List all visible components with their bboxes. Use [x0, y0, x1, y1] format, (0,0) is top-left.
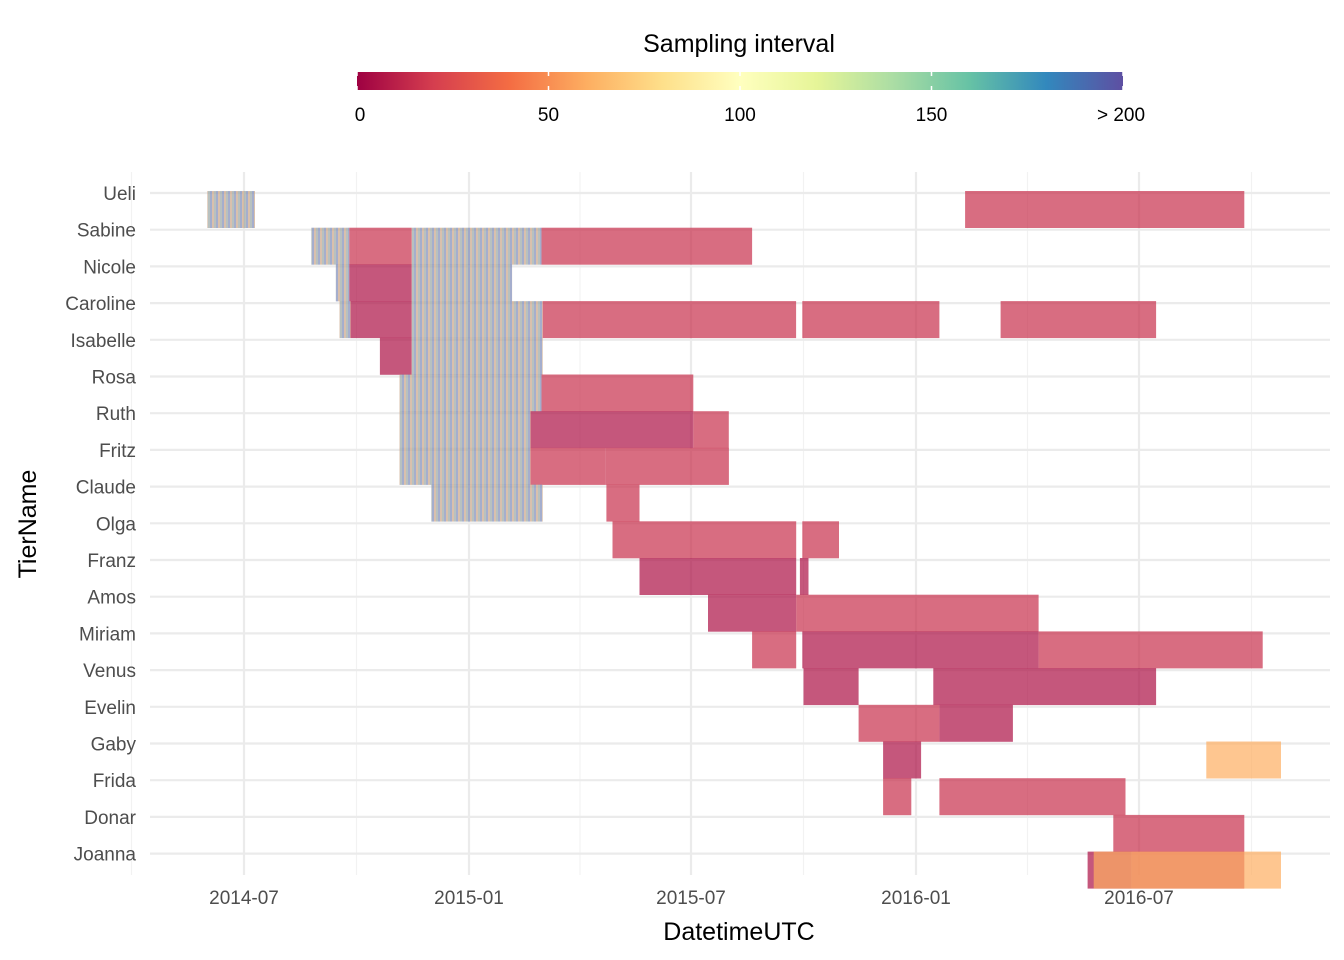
bar-claude — [431, 484, 543, 522]
bar-ruth — [399, 411, 531, 449]
bar-sabine — [541, 227, 753, 265]
y-tick-label: Fritz — [99, 441, 136, 462]
bar-evelin — [858, 704, 940, 742]
bar-amos — [796, 594, 1039, 632]
bar-gaby — [883, 741, 922, 779]
bar-caroline — [802, 301, 940, 339]
y-tick-label: Caroline — [65, 294, 136, 315]
y-tick-label: Rosa — [92, 368, 137, 389]
y-tick-label: Sabine — [77, 221, 136, 242]
bar-caroline — [1000, 301, 1157, 339]
bar-sabine — [349, 227, 412, 265]
y-tick-label: Donar — [84, 808, 136, 829]
bar-miriam — [802, 631, 1039, 669]
bar-ruth — [530, 411, 694, 449]
bar-claude — [606, 484, 640, 522]
bar-olga — [612, 521, 797, 559]
y-axis-title: TierName — [14, 470, 42, 579]
bar-franz — [639, 558, 797, 595]
bar-fritz — [530, 447, 606, 485]
bar-amos — [708, 594, 797, 632]
y-tick-label: Ruth — [96, 404, 136, 425]
bar-fritz — [399, 447, 531, 485]
bar-nicole — [411, 264, 513, 302]
x-tick-label: 2014-07 — [209, 888, 279, 909]
bar-ueli — [207, 191, 255, 228]
x-tick-label: 2015-07 — [656, 888, 726, 909]
y-tick-label: Ueli — [103, 184, 136, 205]
bar-nicole — [335, 264, 350, 302]
y-tick-label: Venus — [83, 661, 136, 682]
bar-isabelle — [411, 337, 543, 375]
legend-tick-label: > 200 — [1097, 105, 1145, 126]
bar-rosa — [399, 374, 542, 412]
bar-miriam — [1038, 631, 1263, 669]
y-tick-label: Nicole — [83, 257, 136, 278]
y-tick-label: Joanna — [74, 845, 137, 866]
y-tick-label: Isabelle — [71, 331, 137, 352]
legend-title: Sampling interval — [643, 30, 835, 58]
bar-olga — [802, 521, 839, 559]
bar-caroline — [339, 301, 351, 339]
y-tick-label: Miriam — [79, 624, 136, 645]
bar-caroline — [542, 301, 797, 339]
y-tick-label: Amos — [87, 588, 136, 609]
y-tick-label: Gaby — [91, 735, 137, 756]
bar-miriam — [752, 631, 797, 669]
y-tick-label: Olga — [96, 514, 137, 535]
x-tick-label: 2016-01 — [881, 888, 951, 909]
legend-tick-label: 100 — [724, 105, 756, 126]
bar-joanna — [1093, 851, 1281, 889]
legend: Sampling interval 0 50 100 150 > 200 — [355, 30, 1145, 126]
bar-isabelle — [379, 337, 412, 375]
bar-nicole — [349, 264, 412, 302]
x-tick-label: 2016-07 — [1104, 888, 1174, 909]
bar-evelin — [939, 704, 1013, 742]
bar-franz — [799, 558, 809, 595]
bar-sabine — [411, 227, 542, 265]
plot-bars — [207, 191, 1281, 889]
bar-venus — [803, 668, 859, 706]
legend-tick-label: 50 — [538, 105, 559, 126]
y-tick-label: Franz — [87, 551, 136, 572]
bar-frida — [883, 778, 912, 816]
bar-rosa — [541, 374, 694, 412]
x-axis-title: DatetimeUTC — [663, 918, 814, 946]
y-tick-label: Frida — [93, 771, 137, 792]
legend-tick-label: 150 — [916, 105, 948, 126]
legend-ticks: 0 50 100 150 > 200 — [355, 72, 1145, 126]
y-tick-label: Claude — [76, 478, 136, 499]
bar-venus — [933, 668, 1157, 706]
bar-ueli — [965, 191, 1245, 228]
legend-tick-label: 0 — [355, 105, 366, 126]
bar-donar — [1113, 814, 1245, 852]
legend-colorbar — [357, 72, 1123, 90]
bar-caroline — [411, 301, 543, 339]
bar-sabine — [311, 227, 350, 265]
bar-caroline — [350, 301, 412, 339]
x-tick-label: 2015-01 — [434, 888, 504, 909]
bar-fritz — [605, 447, 729, 485]
bar-frida — [939, 778, 1126, 816]
bar-ruth — [693, 411, 729, 449]
y-axis-labels: Ueli Sabine Nicole Caroline Isabelle Rosa Ruth… — [65, 184, 136, 866]
y-tick-label: Evelin — [84, 698, 136, 719]
x-axis-labels: 2014-07 2015-01 2015-07 2016-01 2016-07 — [209, 888, 1174, 909]
bar-gaby — [1206, 741, 1281, 779]
